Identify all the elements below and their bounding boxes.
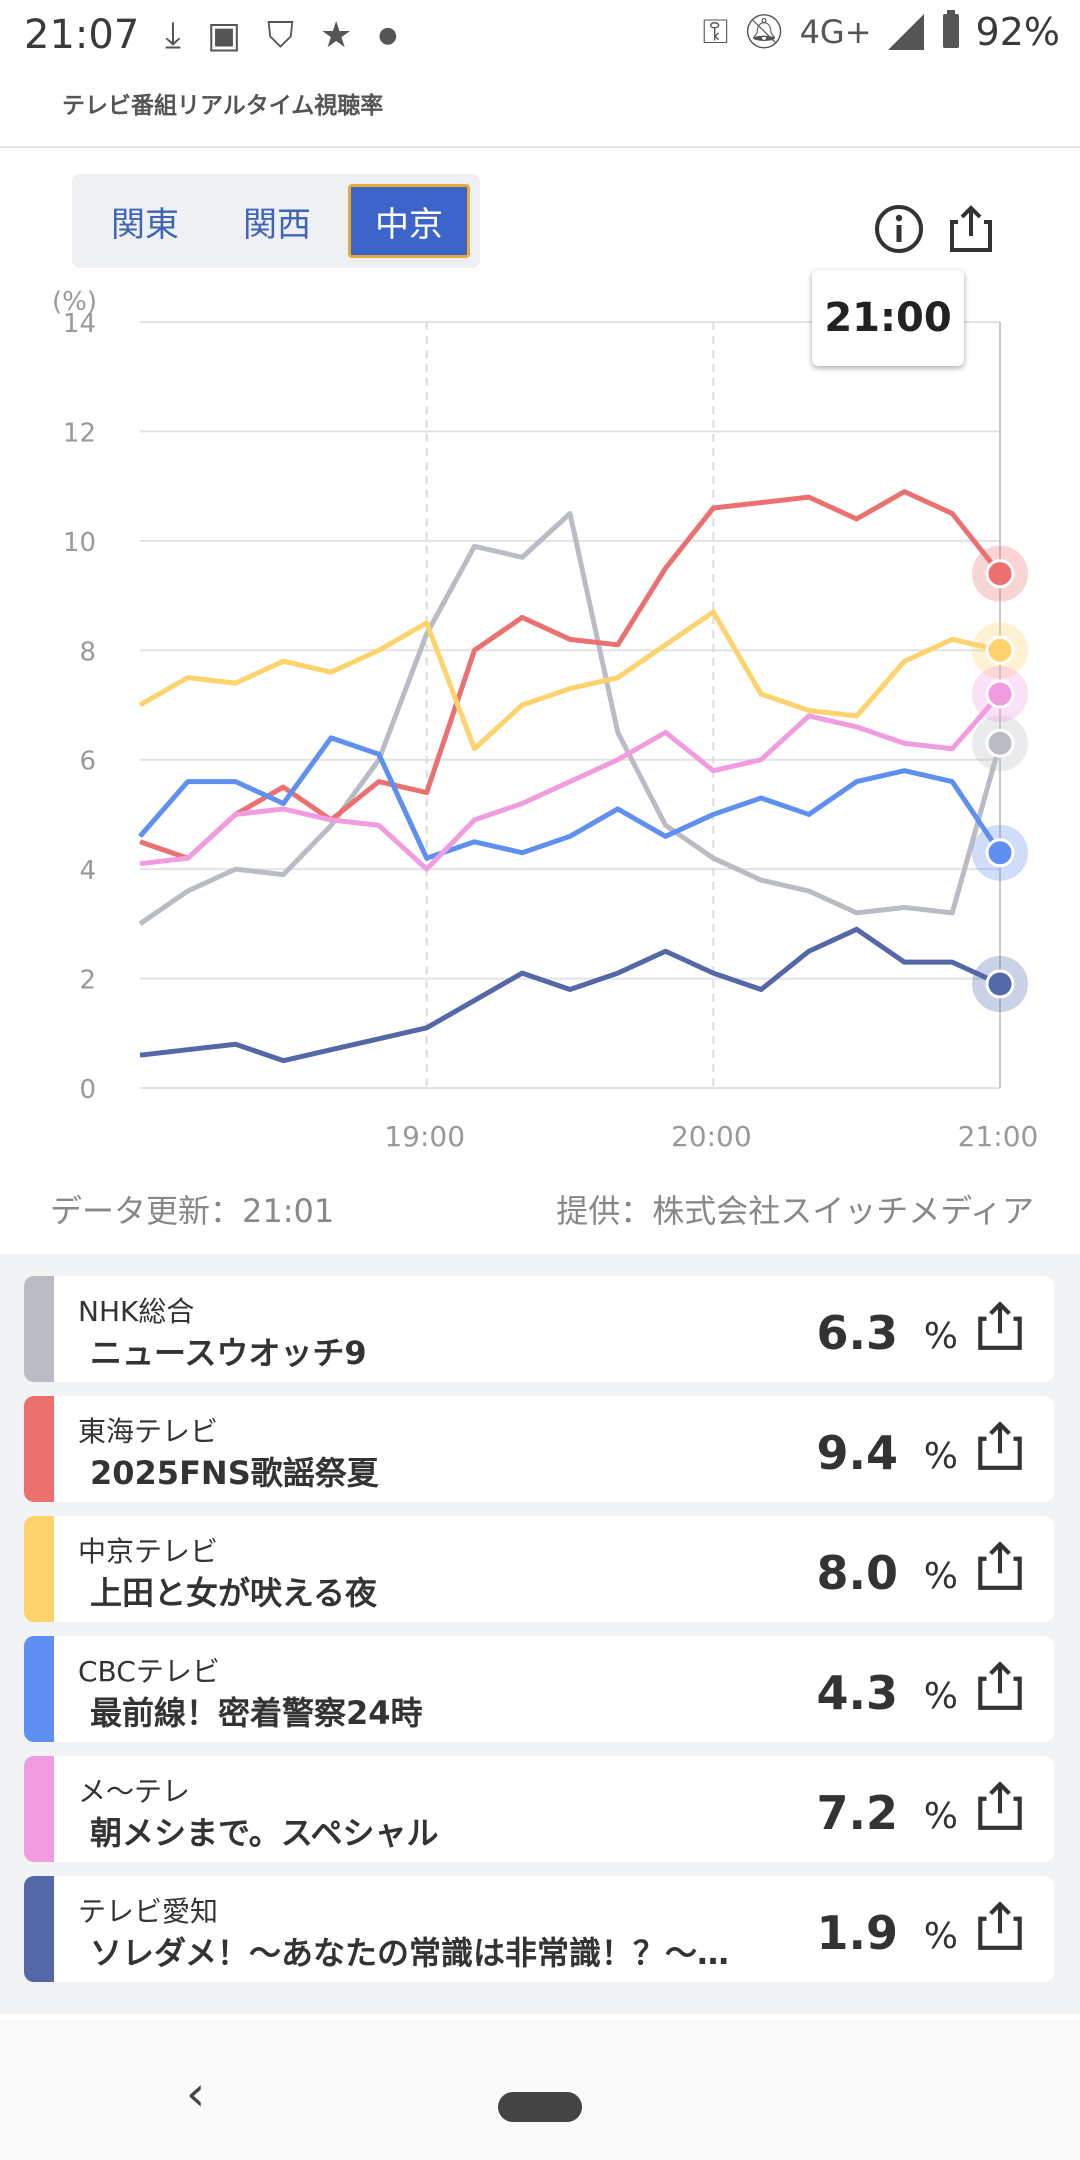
y-tick-label: 12: [63, 418, 96, 448]
back-icon[interactable]: ‹: [186, 2066, 206, 2122]
channel-color-bar: [24, 1276, 54, 1382]
channel-name: 東海テレビ: [78, 1415, 219, 1448]
data-updated: データ更新：21:01: [50, 1192, 335, 1230]
series-line: [138, 735, 1003, 861]
series-end-marker: [985, 838, 1015, 868]
channel-name: テレビ愛知: [78, 1895, 219, 1928]
channel-card[interactable]: NHK総合 ニュースウオッチ9 6.3 %: [24, 1276, 1054, 1382]
series-end-marker: [985, 559, 1015, 589]
status-time: 21:07: [24, 12, 140, 58]
rating-unit: %: [923, 1676, 958, 1717]
region-tabs: 関東 関西 中京: [72, 174, 480, 268]
time-tooltip: 21:00: [812, 270, 964, 366]
channel-card[interactable]: メ～テレ 朝メシまで。スペシャル 7.2 %: [24, 1756, 1054, 1862]
tab-chukyo[interactable]: 中京: [348, 184, 470, 258]
data-provider: 提供：株式会社スイッチメディア: [556, 1192, 1034, 1230]
rating-value: 9.4: [816, 1426, 899, 1480]
channel-card[interactable]: 中京テレビ 上田と女が吠える夜 8.0 %: [24, 1516, 1054, 1622]
star-icon: ★: [319, 15, 353, 56]
image-icon: ▣: [206, 15, 241, 56]
y-tick-label: 8: [79, 637, 96, 667]
rating-value: 6.3: [816, 1306, 899, 1360]
series-line: [138, 511, 1003, 926]
y-tick-label: 6: [79, 747, 96, 777]
system-icons: ⚿ 🔕︎ 4G+ 92%: [703, 10, 1060, 54]
tab-kansai[interactable]: 関西: [243, 204, 311, 245]
battery-percent: 92%: [975, 10, 1060, 54]
shield-icon: ⛉: [266, 15, 294, 56]
channel-color-bar: [24, 1756, 54, 1862]
rating-value: 1.9: [816, 1906, 899, 1960]
ratings-chart-svg: 0 2 4 6 8 10 12 14(%) 19:00 20:00 21:00: [52, 287, 1039, 1153]
program-title: 2025FNS歌謡祭夏: [90, 1454, 379, 1492]
channel-name: NHK総合: [78, 1295, 195, 1328]
channel-color-bar: [24, 1876, 54, 1982]
program-title: 朝メシまで。スペシャル: [90, 1814, 439, 1852]
series-line: [139, 926, 1002, 1064]
series-line: [138, 609, 1001, 752]
bell-off-icon: 🔕︎: [742, 12, 786, 52]
signal-icon: [886, 12, 926, 52]
rating-value: 8.0: [816, 1546, 899, 1600]
program-title: 上田と女が吠える夜: [90, 1574, 378, 1612]
rating-unit: %: [923, 1796, 958, 1837]
battery-icon: [940, 10, 962, 54]
share-icon[interactable]: [972, 1778, 1028, 1834]
x-tick-label: 19:00: [384, 1120, 465, 1153]
share-icon[interactable]: [972, 1658, 1028, 1714]
program-title: ニュースウオッチ9: [90, 1334, 367, 1372]
channel-card[interactable]: CBCテレビ 最前線！密着警察24時 4.3 %: [24, 1636, 1054, 1742]
program-title: ソレダメ！～あなたの常識は非常識！？～…: [90, 1934, 730, 1972]
y-tick-label: 14: [63, 309, 96, 339]
channel-name: CBCテレビ: [78, 1655, 220, 1688]
share-icon[interactable]: [972, 1298, 1028, 1354]
program-title: 最前線！密着警察24時: [90, 1694, 423, 1732]
channel-color-bar: [24, 1396, 54, 1502]
share-icon[interactable]: [972, 1898, 1028, 1954]
download-done-icon: ⤓: [165, 15, 181, 56]
y-tick-label: 2: [79, 966, 96, 996]
x-tick-label: 20:00: [671, 1120, 752, 1153]
channel-list: NHK総合 ニュースウオッチ9 6.3 % 東海テレビ 2025FNS歌謡祭夏 …: [0, 1254, 1080, 2014]
key-icon: ⚿: [702, 12, 729, 52]
channel-name: メ～テレ: [78, 1775, 191, 1808]
rating-value: 7.2: [816, 1786, 899, 1840]
series-end-marker: [985, 969, 1015, 999]
dot-icon: ●: [378, 23, 398, 48]
series-end-marker: [985, 679, 1015, 709]
app-header: テレビ番組リアルタイム視聴率: [0, 72, 1080, 148]
status-bar: 21:07 ⤓ ▣ ⛉ ★ ● ⚿ 🔕︎ 4G+ 92%: [0, 0, 1080, 72]
rating-value: 4.3: [816, 1666, 899, 1720]
channel-card[interactable]: 東海テレビ 2025FNS歌謡祭夏 9.4 %: [24, 1396, 1054, 1502]
rating-unit: %: [923, 1316, 958, 1357]
y-axis-label: (%): [52, 287, 97, 317]
share-icon[interactable]: [972, 1538, 1028, 1594]
channel-card[interactable]: テレビ愛知 ソレダメ！～あなたの常識は非常識！？～… 1.9 %: [24, 1876, 1054, 1982]
y-tick-label: 0: [79, 1075, 96, 1105]
series-end-marker: [985, 728, 1015, 758]
rating-unit: %: [923, 1916, 958, 1957]
ratings-chart: 0 2 4 6 8 10 12 14 (%) 19:00 20:00 21:00: [0, 280, 1080, 1180]
share-icon[interactable]: [944, 202, 998, 256]
rating-unit: %: [923, 1436, 958, 1477]
navigation-bar: ‹: [0, 2020, 1080, 2160]
channel-color-bar: [24, 1636, 54, 1742]
app-subtitle: テレビ番組リアルタイム視聴率: [62, 93, 384, 119]
share-icon[interactable]: [972, 1418, 1028, 1474]
x-tick-label: 21:00: [958, 1120, 1039, 1153]
channel-name: 中京テレビ: [78, 1535, 219, 1568]
series-line: [139, 489, 1002, 861]
rating-unit: %: [923, 1556, 958, 1597]
y-tick-label: 10: [63, 528, 96, 558]
tab-kanto[interactable]: 関東: [111, 204, 179, 245]
series-end-marker: [985, 635, 1015, 665]
notification-icons: ⤓ ▣ ⛉ ★ ●: [165, 10, 397, 62]
home-pill[interactable]: [498, 2092, 582, 2122]
series-line: [139, 692, 1002, 872]
channel-color-bar: [24, 1516, 54, 1622]
info-icon[interactable]: [872, 202, 926, 256]
y-tick-label: 4: [79, 856, 96, 886]
network-type: 4G+: [799, 13, 872, 51]
